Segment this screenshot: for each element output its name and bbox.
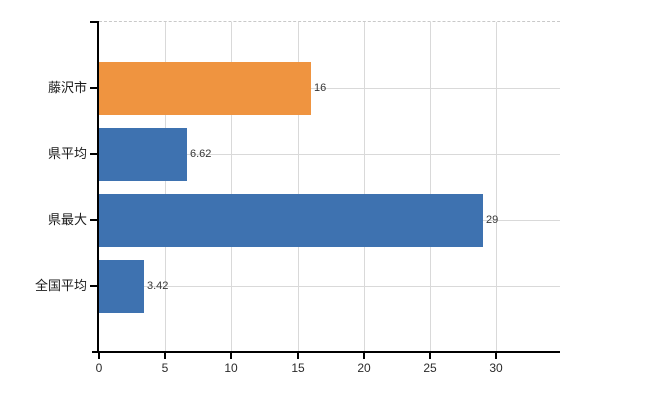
x-tick-label: 0 bbox=[95, 361, 103, 375]
x-axis-line bbox=[92, 351, 560, 353]
y-axis-top-tick bbox=[90, 21, 98, 23]
x-gridline bbox=[496, 22, 497, 352]
category-label-藤沢市: 藤沢市 bbox=[47, 80, 87, 95]
x-axis-tick bbox=[164, 353, 166, 359]
x-tick-label: 30 bbox=[489, 361, 503, 375]
x-axis-tick bbox=[363, 353, 365, 359]
x-axis-tick bbox=[297, 353, 299, 359]
bar-県最大 bbox=[99, 194, 483, 247]
x-axis-tick bbox=[230, 353, 232, 359]
bar-value-label: 3.42 bbox=[147, 280, 169, 292]
plot-top-gridline bbox=[99, 21, 560, 22]
x-tick-label: 25 bbox=[423, 361, 437, 375]
y-gridline bbox=[99, 154, 560, 155]
y-gridline bbox=[99, 88, 560, 89]
x-tick-label: 20 bbox=[357, 361, 371, 375]
bar-県平均 bbox=[99, 128, 187, 181]
y-axis-tick bbox=[90, 87, 97, 89]
category-label-県最大: 県最大 bbox=[47, 212, 87, 227]
x-gridline bbox=[430, 22, 431, 352]
x-gridline bbox=[231, 22, 232, 352]
x-gridline bbox=[165, 22, 166, 352]
category-label-県平均: 県平均 bbox=[47, 146, 87, 161]
bar-value-label: 16 bbox=[314, 82, 327, 94]
x-axis-tick bbox=[98, 353, 100, 359]
y-gridline bbox=[99, 286, 560, 287]
bar-全国平均 bbox=[99, 260, 144, 313]
y-axis-tick bbox=[90, 285, 97, 287]
y-axis-tick bbox=[90, 153, 97, 155]
y-axis-tick bbox=[90, 219, 97, 221]
x-axis-tick bbox=[429, 353, 431, 359]
category-label-全国平均: 全国平均 bbox=[34, 278, 87, 293]
y-axis-line bbox=[97, 21, 99, 352]
x-axis-tick bbox=[495, 353, 497, 359]
x-tick-label: 15 bbox=[291, 361, 305, 375]
bar-value-label: 6.62 bbox=[190, 148, 212, 160]
x-gridline bbox=[298, 22, 299, 352]
bar-藤沢市 bbox=[99, 62, 311, 115]
bar-value-label: 29 bbox=[486, 214, 499, 226]
x-tick-label: 5 bbox=[161, 361, 169, 375]
x-gridline bbox=[364, 22, 365, 352]
x-tick-label: 10 bbox=[224, 361, 238, 375]
